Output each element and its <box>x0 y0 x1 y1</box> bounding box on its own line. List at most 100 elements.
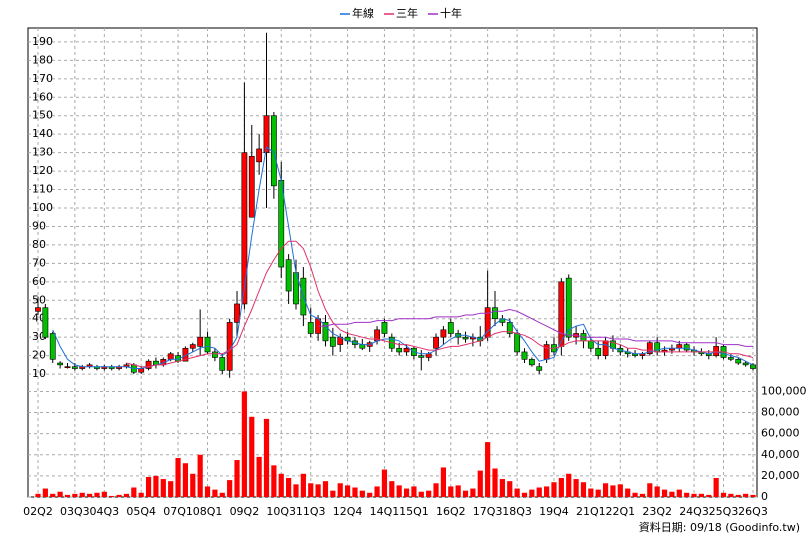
volume-bar <box>344 485 351 497</box>
volume-bar <box>286 478 292 497</box>
y2-tick-label: 20,000 <box>761 469 800 482</box>
candle-body <box>138 368 145 373</box>
volume-bar <box>72 493 78 497</box>
ma-line <box>126 240 754 368</box>
y-tick-label: 180 <box>32 53 53 66</box>
candle-body <box>71 366 78 369</box>
volume-bar <box>566 473 572 497</box>
volume-bar <box>403 488 410 497</box>
volume-bar <box>728 493 734 497</box>
volume-bar <box>462 490 469 497</box>
volume-bar <box>735 494 741 497</box>
x-tick-label: 09Q2 <box>230 505 260 518</box>
volume-bar <box>485 442 491 497</box>
candle-body <box>558 281 565 347</box>
volume-bar <box>448 486 454 497</box>
volume-bar <box>79 492 85 497</box>
volume-bar <box>654 486 660 497</box>
candle-body <box>683 344 690 351</box>
legend-label: 三年 <box>396 6 418 20</box>
volume-bar <box>35 493 41 497</box>
y-tick-label: 160 <box>32 90 53 103</box>
candle-body <box>433 336 439 349</box>
volume-bar <box>610 485 616 497</box>
legend-label: 年線 <box>352 6 374 20</box>
candle-body <box>212 351 218 358</box>
candle-body <box>735 359 742 364</box>
x-tick-label: 05Q4 <box>126 505 156 518</box>
y-tick-label: 90 <box>32 219 46 232</box>
volume-bar <box>57 491 63 497</box>
volume-bar <box>337 483 343 497</box>
candle-body <box>307 322 314 334</box>
volume-bar <box>684 492 690 497</box>
candle-body <box>396 347 403 353</box>
y-tick-label: 140 <box>32 127 53 140</box>
volume-bar <box>713 478 719 497</box>
x-tick-label: 19Q4 <box>539 505 569 518</box>
candle-body <box>204 336 211 353</box>
candle-body <box>64 366 71 369</box>
volume-bar <box>160 479 166 497</box>
candle-body <box>750 364 756 369</box>
volume-bar <box>433 483 439 497</box>
candle-body <box>42 307 49 338</box>
volume-bar <box>499 479 505 497</box>
y-tick-label: 80 <box>32 238 46 251</box>
volume-bar <box>241 391 247 497</box>
x-tick-label: 14Q1 <box>370 505 400 518</box>
volume-bar <box>131 487 137 497</box>
candle-body <box>189 344 196 349</box>
volume-bar <box>691 493 697 497</box>
volume-bar <box>86 493 93 497</box>
candle-body <box>322 322 329 342</box>
volume-bar <box>278 473 284 497</box>
candle-body <box>49 333 56 360</box>
volume-bar <box>330 490 336 497</box>
volume-bar <box>168 481 174 497</box>
candle-body <box>742 362 749 366</box>
volume-bar <box>580 482 587 497</box>
volume-bar <box>101 491 107 497</box>
volume-bar <box>227 480 233 497</box>
volume-bar <box>94 492 100 497</box>
x-tick-label: 12Q4 <box>333 505 363 518</box>
candle-body <box>602 340 609 356</box>
candle-body <box>727 357 734 360</box>
candle-body <box>197 336 204 347</box>
x-tick-label: 08Q1 <box>193 505 223 518</box>
y-tick-label: 70 <box>32 256 46 269</box>
volume-bar <box>145 476 152 497</box>
volume-bar <box>521 492 528 497</box>
x-tick-label: 15Q1 <box>399 505 429 518</box>
x-tick-label: 22Q1 <box>605 505 635 518</box>
volume-bar <box>249 416 255 497</box>
volume-bar <box>389 481 395 497</box>
volume-bar <box>219 492 225 497</box>
volume-bar <box>544 486 550 497</box>
volume-bar <box>197 454 203 497</box>
y-tick-label: 110 <box>32 183 53 196</box>
volume-bar <box>293 484 299 497</box>
y-tick-label: 170 <box>32 72 53 85</box>
candle-body <box>359 344 366 349</box>
volume-bar <box>477 470 483 497</box>
plot-frame <box>27 27 758 498</box>
y-tick-label: 50 <box>32 293 46 306</box>
volume-bar <box>558 478 564 497</box>
x-tick-label: 02Q2 <box>23 505 53 518</box>
x-tick-label: 25Q3 <box>709 505 739 518</box>
volume-bar <box>212 489 218 497</box>
x-tick-label: 03Q3 <box>60 505 90 518</box>
candle-body <box>35 307 41 312</box>
volume-bar <box>374 486 380 497</box>
candle-body <box>234 303 240 323</box>
volume-bar <box>706 494 712 497</box>
candle-body <box>440 329 447 338</box>
volume-bar <box>175 457 181 497</box>
volume-bar <box>551 482 557 497</box>
candle-body <box>248 156 255 218</box>
volume-bar <box>381 469 388 497</box>
volume-bar <box>602 483 609 497</box>
